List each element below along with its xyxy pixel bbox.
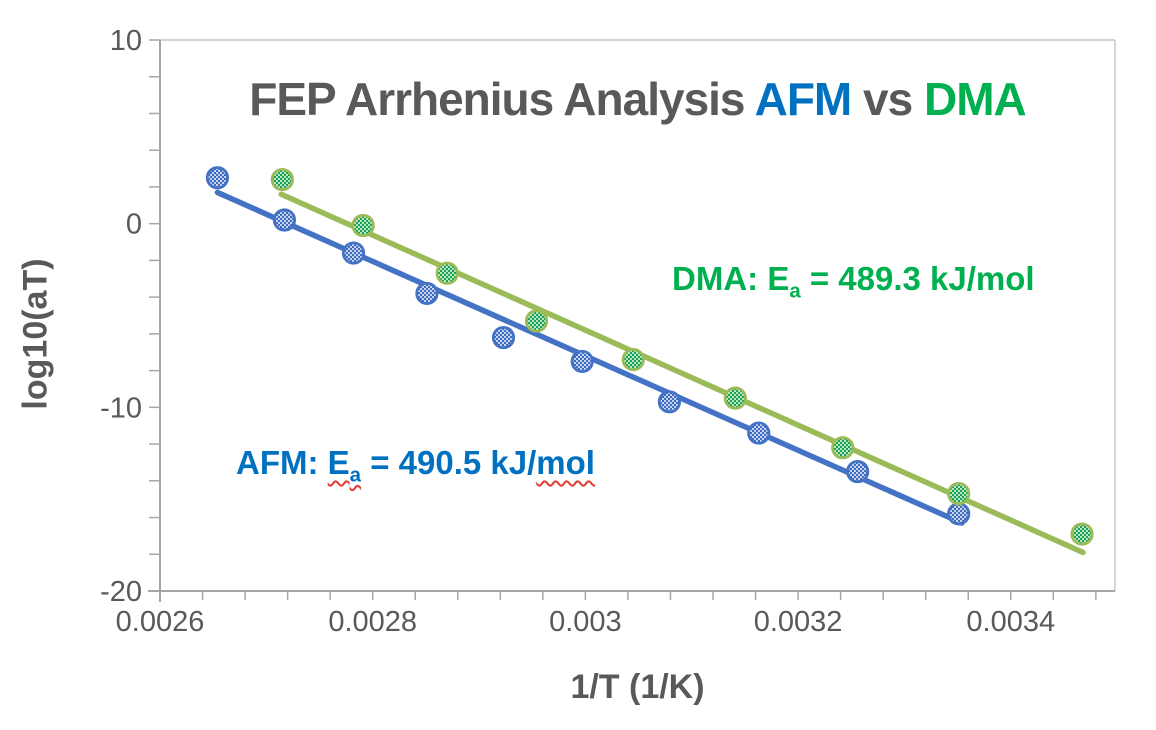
annotation-text: E	[767, 260, 790, 297]
y-tick-label: 10	[110, 25, 142, 57]
afm-ea-annotation: AFM: Ea = 490.5 kJ/mol	[236, 444, 595, 485]
data-point-dma	[1070, 522, 1094, 546]
x-axis-title: 1/T (1/K)	[570, 668, 705, 706]
data-point-afm	[491, 325, 516, 350]
tick-labels: 0.0026 0.0028 0.003 0.0032 0.0034 10 0 -10 -20	[100, 25, 1055, 638]
data-point-dma	[435, 261, 459, 285]
x-tick-label: 0.003	[549, 606, 622, 638]
x-tick-label: 0.0026	[116, 606, 205, 638]
annotation-text: = 490.5 kJ/	[361, 444, 537, 481]
x-tick-label: 0.0032	[754, 606, 843, 638]
data-point-afm	[341, 241, 366, 265]
annotation-text: a	[789, 279, 801, 303]
annotation-text: DMA:	[672, 260, 768, 297]
data-point-dma	[351, 213, 375, 238]
y-axis-title: log10(aT)	[16, 258, 55, 410]
chart-title: FEP Arrhenius Analysis AFM vs DMA	[160, 72, 1115, 126]
data-point-afm	[657, 390, 682, 414]
data-point-afm	[846, 460, 870, 484]
dma-ea-annotation: DMA: Ea = 489.3 kJ/mol	[672, 260, 1035, 301]
data-point-dma	[270, 167, 294, 192]
chart-title-segment: FEP Arrhenius Analysis	[249, 73, 755, 125]
plot-border	[160, 39, 1116, 591]
chart-title-segment: AFM	[754, 73, 853, 125]
chart-title-segment: DMA	[923, 73, 1027, 125]
series-afm	[205, 166, 971, 526]
data-point-dma	[723, 386, 747, 410]
annotation-text: a	[349, 463, 362, 487]
x-tick-label: 0.0028	[328, 606, 417, 638]
y-tick-label: 0	[126, 209, 142, 241]
data-point-afm	[747, 421, 771, 445]
y-tick-label: -10	[100, 392, 142, 424]
annotation-text: AFM:	[236, 444, 328, 481]
data-point-dma	[621, 347, 645, 372]
annotation-text: E	[327, 444, 350, 481]
data-point-afm	[272, 208, 297, 232]
data-point-afm	[415, 281, 439, 306]
annotation-text: = 489.3 kJ/mol	[800, 260, 1035, 297]
data-point-dma	[947, 482, 971, 506]
series-dma	[270, 167, 1094, 546]
data-point-afm	[947, 502, 971, 526]
annotation-text: mol	[536, 444, 595, 481]
data-point-dma	[831, 436, 855, 460]
axes	[148, 39, 1115, 602]
data-point-dma	[524, 309, 549, 333]
y-tick-label: -20	[100, 576, 142, 608]
chart-title-segment: vs	[851, 73, 924, 125]
data-point-afm	[205, 166, 230, 190]
data-point-afm	[570, 349, 594, 374]
x-tick-label: 0.0034	[966, 606, 1055, 638]
